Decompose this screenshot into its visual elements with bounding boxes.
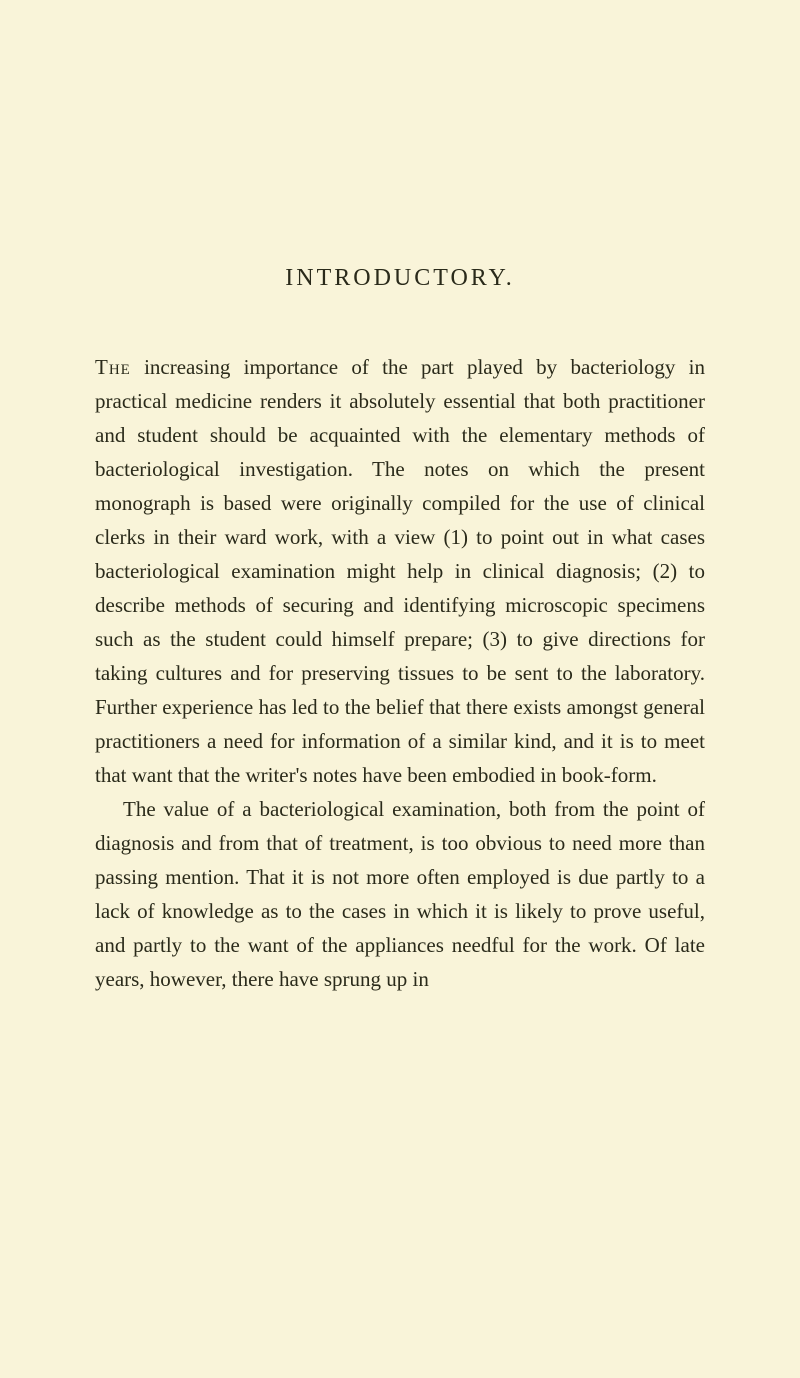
body-paragraph-2: The value of a bacteriological examinati… [95, 792, 705, 996]
paragraph-1-body: increasing importance of the part played… [95, 355, 705, 787]
first-word-smallcaps: The [95, 355, 131, 379]
page-container: INTRODUCTORY. The increasing importance … [95, 265, 705, 1378]
page-title: INTRODUCTORY. [95, 265, 705, 292]
body-paragraph-1: The increasing importance of the part pl… [95, 350, 705, 792]
